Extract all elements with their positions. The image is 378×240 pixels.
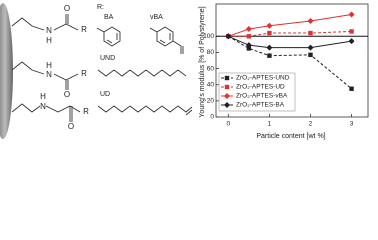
marker-square bbox=[308, 52, 313, 58]
legend-label: ZrO₂-APTES-UND bbox=[236, 75, 290, 82]
chain bbox=[11, 14, 79, 31]
y-tick-label: 60 bbox=[207, 65, 215, 72]
y-tick-label: 100 bbox=[203, 33, 214, 40]
atom: N bbox=[46, 70, 52, 79]
undecyl bbox=[97, 69, 187, 77]
plot-frame bbox=[215, 3, 369, 118]
atom: R bbox=[81, 25, 87, 34]
chart: Young's modulus [% of Polystyrene] Parti… bbox=[199, 3, 369, 140]
particle bbox=[0, 3, 13, 139]
legend-label: ZrO₂-APTES-BA bbox=[236, 102, 285, 109]
marker-square bbox=[308, 30, 313, 36]
y-tick-label: 0 bbox=[210, 114, 214, 121]
marker-square bbox=[267, 30, 272, 36]
chain bbox=[11, 103, 81, 122]
group-label: vBA bbox=[150, 14, 163, 21]
marker-square bbox=[246, 34, 252, 39]
legend-marker bbox=[224, 84, 230, 90]
benzyl bbox=[96, 26, 121, 47]
atom: H bbox=[46, 36, 52, 45]
y-tick-label: 40 bbox=[207, 81, 215, 88]
atom: R bbox=[81, 69, 87, 78]
y-axis-label: Young's modulus [% of Polystyrene] bbox=[199, 6, 206, 117]
group-label: UD bbox=[100, 91, 110, 98]
marker-diamond bbox=[348, 38, 355, 45]
group-label: UND bbox=[100, 55, 115, 62]
atom: O bbox=[68, 122, 74, 131]
x-tick-label: 3 bbox=[350, 121, 354, 128]
marker-diamond bbox=[266, 44, 273, 51]
legend-marker bbox=[224, 102, 230, 108]
atom: R bbox=[83, 107, 89, 116]
x-tick-label: 2 bbox=[309, 121, 313, 128]
r-title: R: bbox=[97, 4, 104, 11]
y-tick-label: 80 bbox=[207, 49, 215, 56]
marker-diamond bbox=[307, 17, 314, 24]
marker-diamond bbox=[348, 11, 355, 18]
marker-diamond bbox=[266, 22, 273, 29]
molecule-diagram: N H O R N H O R N H O R R: BA vBA UND UD bbox=[0, 3, 193, 139]
chain bbox=[11, 61, 79, 90]
atom: H bbox=[46, 61, 52, 70]
atom: N bbox=[46, 26, 52, 35]
marker-square bbox=[246, 46, 252, 51]
atom: N bbox=[40, 102, 46, 111]
atom: O bbox=[64, 4, 70, 13]
atom: H bbox=[40, 92, 46, 101]
legend-marker bbox=[224, 93, 230, 99]
marker-diamond bbox=[225, 33, 232, 40]
marker-diamond bbox=[245, 42, 252, 49]
marker-square bbox=[349, 86, 354, 91]
marker-diamond bbox=[245, 26, 252, 33]
legend-label: ZrO₂-APTES-UD bbox=[236, 84, 285, 91]
marker-diamond bbox=[307, 44, 314, 51]
figure: N H O R N H O R N H O R R: BA vBA UND UD… bbox=[0, 3, 369, 140]
atom: O bbox=[64, 90, 70, 99]
undecenyl bbox=[97, 105, 193, 116]
legend-label: ZrO₂-APTES-vBA bbox=[236, 93, 288, 100]
marker-square bbox=[267, 53, 272, 58]
group-label: BA bbox=[104, 14, 114, 21]
marker-square bbox=[349, 29, 354, 34]
x-tick-label: 1 bbox=[268, 121, 272, 128]
legend-marker bbox=[224, 75, 230, 81]
vinylbenzyl bbox=[149, 26, 184, 54]
y-tick-label: 20 bbox=[207, 98, 215, 105]
x-tick-label: 0 bbox=[227, 121, 231, 128]
x-axis-label: Particle content [wt %] bbox=[256, 133, 325, 140]
